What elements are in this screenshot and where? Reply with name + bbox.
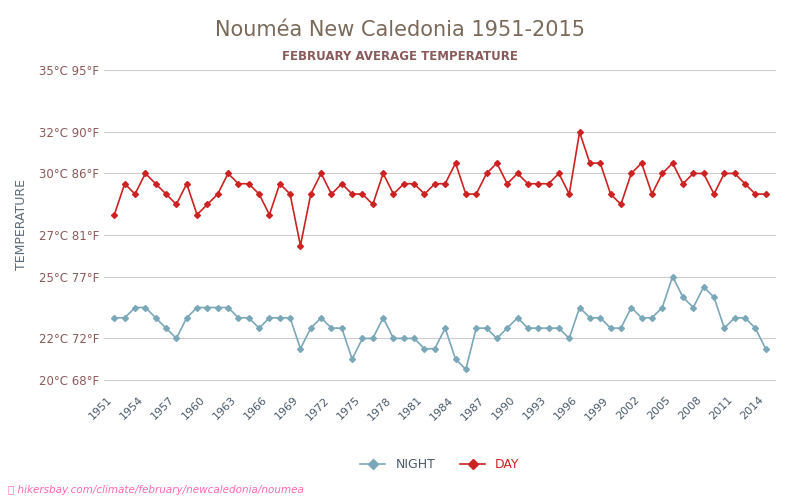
Text: Nouméa New Caledonia 1951-2015: Nouméa New Caledonia 1951-2015 [215, 20, 585, 40]
DAY [192, 212, 202, 218]
NIGHT [668, 274, 678, 280]
Y-axis label: TEMPERATURE: TEMPERATURE [14, 180, 28, 270]
Legend: NIGHT, DAY: NIGHT, DAY [355, 453, 525, 476]
NIGHT [461, 366, 470, 372]
NIGHT [430, 346, 440, 352]
DAY [574, 129, 584, 135]
NIGHT [192, 304, 202, 310]
NIGHT [544, 325, 554, 331]
NIGHT [378, 315, 388, 321]
NIGHT [482, 325, 491, 331]
NIGHT [761, 346, 770, 352]
Text: ⭕ hikersbay.com/climate/february/newcaledonia/noumea: ⭕ hikersbay.com/climate/february/newcale… [8, 485, 304, 495]
NIGHT [534, 325, 543, 331]
NIGHT [110, 315, 119, 321]
Line: DAY: DAY [112, 130, 768, 248]
DAY [534, 180, 543, 186]
DAY [440, 180, 450, 186]
DAY [110, 212, 119, 218]
DAY [482, 170, 491, 176]
DAY [544, 180, 554, 186]
DAY [761, 191, 770, 197]
Line: NIGHT: NIGHT [112, 274, 768, 372]
Text: FEBRUARY AVERAGE TEMPERATURE: FEBRUARY AVERAGE TEMPERATURE [282, 50, 518, 63]
DAY [389, 191, 398, 197]
DAY [296, 242, 306, 248]
